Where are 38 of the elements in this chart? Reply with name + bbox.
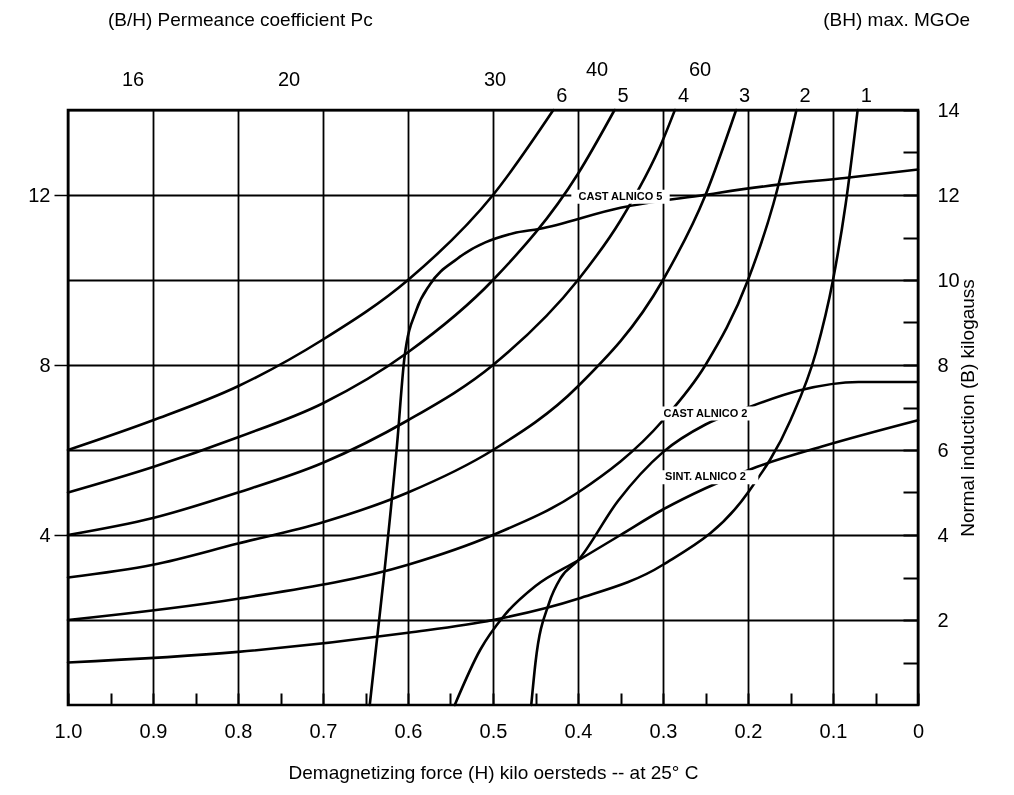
text: (BH) max. MGOe	[823, 9, 970, 30]
x-tick-label: 0.3	[649, 719, 678, 742]
x-tick-label: 0.1	[819, 719, 848, 742]
y2-tick-label: 8	[937, 353, 949, 376]
text: 20	[277, 68, 301, 90]
text: (B/H) Permeance coefficient Pc	[108, 9, 373, 30]
x-axis-title: Demagnetizing force (H) kilo oersteds -- at 25° C	[288, 761, 699, 783]
y2-tick-label: 12	[937, 183, 960, 206]
series-label: 2	[799, 84, 811, 106]
y2-tick-label: 2	[937, 608, 949, 631]
x-tick-label: 0.9	[139, 719, 168, 742]
series-label: CAST ALNICO 5	[578, 189, 663, 202]
x-tick-label: 0.6	[394, 719, 423, 742]
series-label: 4	[677, 84, 690, 106]
y-tick-label: 8	[39, 353, 51, 376]
y-tick-label: 4	[39, 523, 51, 546]
x-tick-label: 0.8	[224, 719, 253, 742]
series-label: 1	[860, 84, 872, 106]
series-label: 6	[556, 84, 568, 106]
text: 30	[483, 68, 507, 90]
text: 40	[585, 58, 609, 80]
text: 60	[688, 58, 712, 80]
x-tick-label: 0.4	[564, 719, 593, 742]
x-tick-label: 0.2	[734, 719, 763, 742]
y2-tick-label: 4	[937, 523, 949, 546]
series-label: CAST ALNICO 2	[663, 406, 748, 419]
series-label: SINT. ALNICO 2	[665, 470, 746, 483]
x-tick-label: 1.0	[54, 719, 83, 742]
series-label: 3	[739, 84, 751, 106]
x-tick-label: 0.7	[309, 719, 338, 742]
y2-tick-label: 6	[937, 438, 949, 461]
y2-tick-label: 14	[937, 98, 960, 121]
text: 16	[121, 68, 145, 90]
x-tick-label: 0	[912, 719, 925, 742]
y-tick-label: 12	[28, 183, 51, 206]
y2-tick-label: 10	[937, 268, 960, 291]
x-tick-label: 0.5	[479, 719, 508, 742]
series-label: 5	[617, 84, 629, 106]
